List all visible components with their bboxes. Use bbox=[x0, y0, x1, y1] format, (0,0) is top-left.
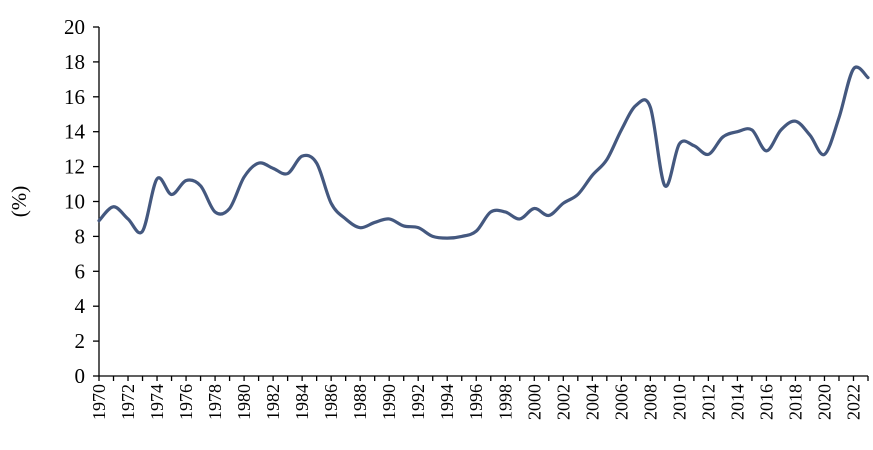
y-tick-label: 18 bbox=[64, 50, 85, 74]
y-tick-label: 14 bbox=[64, 120, 86, 144]
y-tick-label: 4 bbox=[75, 294, 86, 318]
y-tick-label: 6 bbox=[75, 259, 86, 283]
x-tick-label: 1994 bbox=[437, 384, 457, 420]
y-tick-label: 8 bbox=[75, 224, 86, 248]
y-tick-label: 20 bbox=[64, 15, 85, 39]
x-tick-label: 2012 bbox=[698, 384, 718, 420]
y-tick-label: 12 bbox=[64, 155, 85, 179]
x-tick-label: 2022 bbox=[843, 384, 863, 420]
y-tick-label: 0 bbox=[75, 364, 86, 388]
series-line bbox=[97, 65, 870, 240]
x-tick-label: 2004 bbox=[582, 384, 602, 420]
x-tick-label: 1982 bbox=[263, 384, 283, 420]
x-tick-label: 1990 bbox=[379, 384, 399, 420]
x-tick-label: 1984 bbox=[292, 384, 312, 420]
y-tick-label: 16 bbox=[64, 85, 85, 109]
y-axis-ticks: 0 2 4 6 8 10 12 14 16 18 20 bbox=[64, 15, 99, 388]
x-tick-label: 2018 bbox=[785, 384, 805, 420]
x-tick-label: 2014 bbox=[727, 384, 747, 420]
x-tick-label: 1974 bbox=[147, 384, 167, 420]
x-tick-label: 1988 bbox=[350, 384, 370, 420]
x-tick-label: 1976 bbox=[176, 384, 196, 420]
x-axis-ticks: 1970 1972 1974 1976 1978 1980 1982 1984 1986 1988… bbox=[89, 376, 869, 420]
x-tick-label: 2008 bbox=[640, 384, 660, 420]
x-tick-label: 1980 bbox=[234, 384, 254, 420]
x-tick-label: 1970 bbox=[89, 384, 109, 420]
x-tick-label: 1998 bbox=[495, 384, 515, 420]
y-axis-title: (%) bbox=[7, 186, 31, 217]
y-tick-label: 10 bbox=[64, 190, 85, 214]
x-tick-label: 2016 bbox=[756, 384, 776, 420]
x-tick-label: 2006 bbox=[611, 384, 631, 420]
y-tick-label: 2 bbox=[75, 329, 86, 353]
x-tick-label: 2020 bbox=[814, 384, 834, 420]
x-tick-label: 2000 bbox=[524, 384, 544, 420]
x-tick-label: 1986 bbox=[321, 384, 341, 420]
x-tick-label: 2002 bbox=[553, 384, 573, 420]
x-tick-label: 1978 bbox=[205, 384, 225, 420]
x-tick-label: 1996 bbox=[466, 384, 486, 420]
x-tick-label: 1972 bbox=[118, 384, 138, 420]
x-tick-label: 1992 bbox=[408, 384, 428, 420]
x-tick-label: 2010 bbox=[669, 384, 689, 420]
